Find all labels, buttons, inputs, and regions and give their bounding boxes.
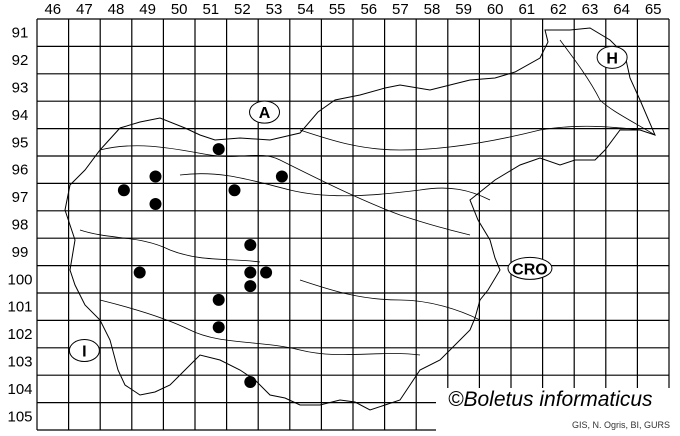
column-label: 51 — [202, 1, 219, 18]
column-label: 55 — [329, 1, 346, 18]
column-label: 62 — [550, 1, 567, 18]
column-label: 65 — [645, 1, 662, 18]
record-dot — [244, 280, 257, 293]
column-label: 61 — [518, 1, 535, 18]
credit-title: ©Boletus informaticus — [448, 388, 653, 411]
record-dot — [260, 266, 273, 279]
column-label: 46 — [44, 1, 61, 18]
record-dot — [117, 184, 130, 197]
column-label: 49 — [139, 1, 156, 18]
record-dot — [212, 143, 225, 156]
record-dot — [149, 197, 162, 210]
rivers — [79, 39, 656, 356]
row-label: 93 — [12, 80, 29, 97]
credit-source: GIS, N. Ogris, BI, GURS — [571, 420, 670, 430]
column-label: 57 — [392, 1, 409, 18]
svg-text:A: A — [259, 105, 271, 122]
column-label: 58 — [424, 1, 441, 18]
country-label: A — [249, 100, 281, 124]
record-dot — [244, 376, 257, 389]
row-label: 102 — [7, 326, 32, 343]
column-labels: 46 47 48 49 50 51 52 53 54 55 56 57 58 59 60 61 62 63 64 65 — [44, 1, 661, 18]
column-label: 47 — [76, 1, 93, 18]
row-label: 92 — [12, 52, 29, 69]
row-label: 97 — [12, 189, 29, 206]
row-label: 91 — [12, 25, 29, 42]
column-label: 53 — [266, 1, 283, 18]
record-dot — [244, 239, 257, 252]
column-label: 52 — [234, 1, 251, 18]
column-label: 60 — [487, 1, 504, 18]
row-label: 103 — [7, 354, 32, 371]
record-dot — [149, 170, 162, 183]
row-label: 99 — [12, 244, 29, 261]
country-label: H — [596, 45, 628, 69]
svg-text:I: I — [82, 344, 86, 361]
column-label: 59 — [455, 1, 472, 18]
column-label: 56 — [360, 1, 377, 18]
row-label: 101 — [7, 299, 32, 316]
row-label: 96 — [12, 162, 29, 179]
country-labels: A H CRO I — [68, 45, 628, 363]
row-label: 100 — [7, 271, 32, 288]
column-label: 50 — [171, 1, 188, 18]
row-label: 98 — [12, 217, 29, 234]
row-label: 105 — [7, 408, 32, 425]
svg-text:H: H — [606, 50, 618, 67]
country-label: I — [68, 339, 100, 363]
column-label: 63 — [582, 1, 599, 18]
record-dot — [133, 266, 146, 279]
column-label: 48 — [108, 1, 125, 18]
record-dot — [212, 293, 225, 306]
record-dots — [117, 143, 288, 389]
record-dot — [244, 266, 257, 279]
row-label: 104 — [7, 381, 32, 398]
country-border — [64, 27, 656, 411]
record-dot — [212, 321, 225, 334]
grid — [36, 18, 670, 431]
column-label: 64 — [613, 1, 630, 18]
row-labels: 91 92 93 94 95 96 97 98 99 100 101 102 103 104 105 — [7, 25, 32, 426]
country-label: CRO — [507, 256, 553, 280]
record-dot — [275, 170, 288, 183]
row-label: 94 — [12, 107, 29, 124]
record-dot — [228, 184, 241, 197]
credit-box: ©Boletus informaticus GIS, N. Ogris, BI,… — [436, 388, 672, 432]
row-label: 95 — [12, 134, 29, 151]
column-label: 54 — [297, 1, 314, 18]
svg-text:CRO: CRO — [512, 261, 548, 278]
